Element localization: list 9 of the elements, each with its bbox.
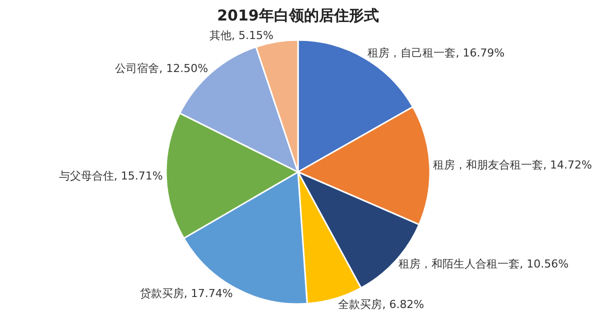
slice-label: 租房，自己租一套, 16.79% bbox=[368, 46, 505, 60]
chart-title: 2019年白领的居住形式 bbox=[217, 6, 379, 24]
slice-label: 租房，和朋友合租一套, 14.72% bbox=[433, 158, 592, 172]
slice-label: 贷款买房, 17.74% bbox=[140, 287, 233, 300]
slice-label: 与父母合住, 15.71% bbox=[58, 170, 163, 183]
slice-label: 全款买房, 6.82% bbox=[338, 298, 424, 312]
slice-label: 公司宿舍, 12.50% bbox=[115, 62, 208, 76]
slice-label: 其他, 5.15% bbox=[210, 28, 274, 42]
slice-label: 租房，和陌生人合租一套, 10.56% bbox=[398, 258, 569, 271]
